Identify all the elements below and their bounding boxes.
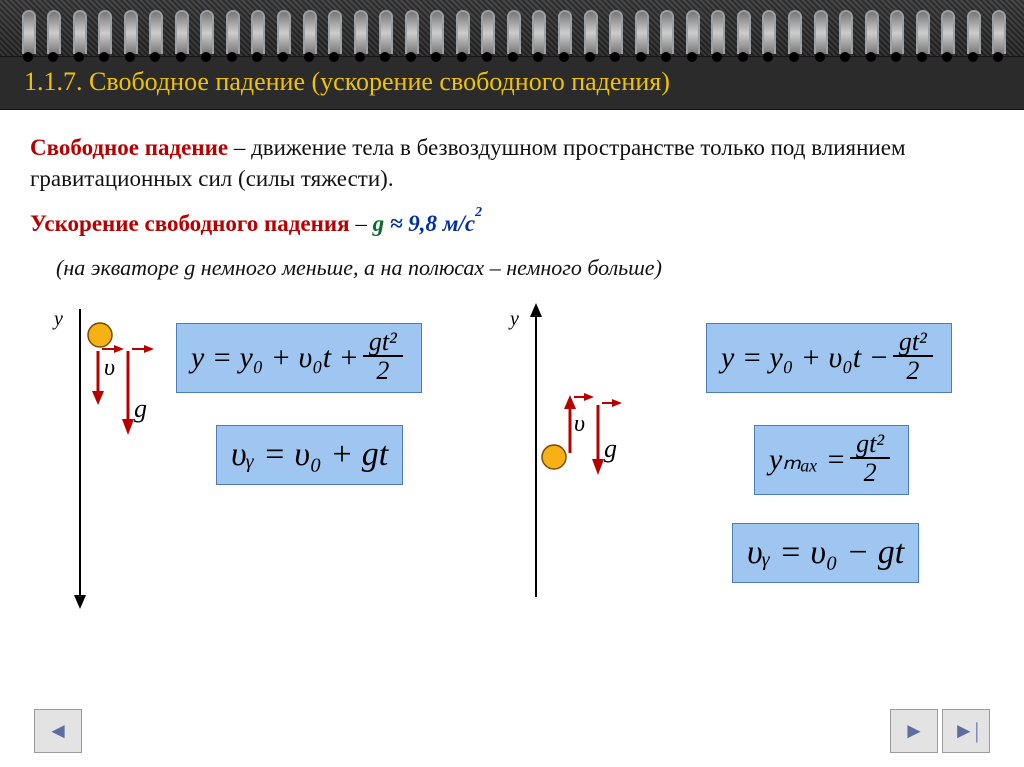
eq-ymax-frac: gt² 2 bbox=[850, 430, 890, 487]
slide-title: 1.1.7. Свободное падение (ускорение своб… bbox=[0, 56, 1024, 110]
g-sep: – bbox=[350, 211, 373, 236]
svg-text:g: g bbox=[604, 434, 617, 463]
axis-right-svg: y υ g bbox=[496, 297, 626, 617]
g-symbol: g bbox=[373, 211, 385, 236]
svg-text:y: y bbox=[508, 308, 519, 330]
equator-note: (на экваторе g немного меньше, а на полю… bbox=[30, 253, 994, 283]
definition-paragraph: Свободное падение – движение тела в безв… bbox=[30, 132, 994, 194]
eq-right-y-text: y = y₀ + υ₀t − bbox=[721, 338, 889, 379]
footer-nav: ◄ ► ►| bbox=[0, 709, 1024, 753]
svg-text:υ: υ bbox=[574, 411, 585, 437]
eq-right-y-frac: gt² 2 bbox=[893, 328, 933, 385]
axis-left-svg: y υ g bbox=[40, 297, 160, 617]
svg-text:g: g bbox=[134, 394, 147, 423]
g-paragraph: Ускорение свободного падения – g ≈ 9,8 м… bbox=[30, 208, 994, 239]
ball-icon bbox=[542, 445, 566, 469]
eq-left-v: υᵧ = υ₀ + gt bbox=[216, 425, 403, 485]
ball-icon bbox=[88, 323, 112, 347]
nav-last-button[interactable]: ►| bbox=[942, 709, 990, 753]
eq-left-y: y = y₀ + υ₀t + gt² 2 bbox=[176, 323, 422, 394]
term-free-fall-accel: Ускорение свободного падения bbox=[30, 211, 350, 236]
nav-next-group: ► ►| bbox=[890, 709, 990, 753]
g-value: ≈ 9,8 м/с2 bbox=[384, 211, 482, 236]
eq-ymax: yₘₐₓ = gt² 2 bbox=[754, 425, 909, 496]
eq-ymax-label: yₘₐₓ = bbox=[769, 440, 846, 481]
diagram-area: y υ g y = y₀ + υ₀t + gt² 2 bbox=[30, 297, 994, 677]
nav-next-button[interactable]: ► bbox=[890, 709, 938, 753]
nav-prev-button[interactable]: ◄ bbox=[34, 709, 82, 753]
eq-right-v: υᵧ = υ₀ − gt bbox=[732, 523, 919, 583]
spiral-rings bbox=[0, 0, 1024, 56]
eq-left-y-frac: gt² 2 bbox=[363, 328, 403, 385]
spiral-binding bbox=[0, 0, 1024, 56]
axis-label-left: y bbox=[52, 308, 63, 330]
eq-right-y: y = y₀ + υ₀t − gt² 2 bbox=[706, 323, 952, 394]
slide-body: Свободное падение – движение тела в безв… bbox=[0, 110, 1024, 687]
eq-left-y-text: y = y₀ + υ₀t + bbox=[191, 338, 359, 379]
term-free-fall: Свободное падение bbox=[30, 135, 228, 160]
svg-text:υ: υ bbox=[104, 355, 115, 381]
